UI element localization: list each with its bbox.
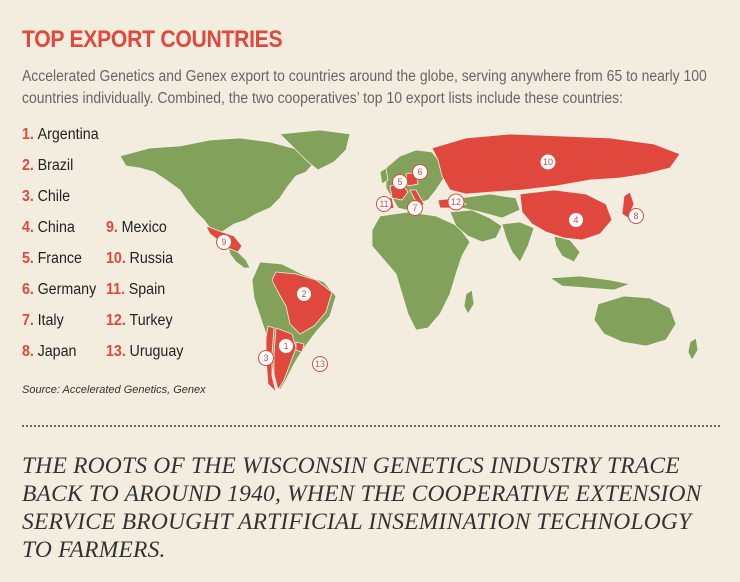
marker-argentina: 1: [278, 338, 294, 354]
svg-text:1: 1: [283, 341, 288, 351]
svg-text:8: 8: [633, 211, 638, 221]
southeast-asia: [553, 235, 581, 263]
central-america: [227, 245, 251, 269]
greenland: [279, 129, 351, 171]
indonesia: [548, 275, 632, 291]
marker-mexico: 9: [216, 234, 232, 250]
svg-text:12: 12: [451, 197, 461, 207]
marker-brazil: 2: [296, 286, 312, 302]
marker-japan: 8: [628, 208, 644, 224]
svg-text:11: 11: [379, 199, 388, 209]
list-item: 3. Chile: [22, 188, 71, 205]
australia: [593, 295, 677, 347]
marker-chile: 3: [258, 350, 274, 366]
svg-text:2: 2: [301, 289, 306, 299]
svg-text:6: 6: [417, 167, 422, 177]
marker-china: 4: [568, 212, 584, 228]
pull-quote: THE ROOTS OF THE WISCONSIN GENETICS INDU…: [22, 453, 702, 563]
list-item: 13. Uruguay: [106, 343, 184, 360]
marker-italy: 7: [407, 200, 423, 216]
page-title: TOP EXPORT COUNTRIES: [22, 26, 283, 53]
list-item: 12. Turkey: [106, 312, 173, 329]
list-item: 2. Brazil: [22, 157, 74, 174]
north-america: [119, 137, 316, 233]
list-item: 7. Italy: [22, 312, 64, 329]
marker-uruguay: 13: [312, 356, 328, 372]
svg-text:3: 3: [263, 353, 268, 363]
list-item: 11. Spain: [106, 281, 166, 298]
marker-turkey: 12: [447, 193, 465, 211]
map-markers: 1 2 3 4 5 6 7 8 9 10 11 12 13: [216, 153, 644, 372]
source-note: Source: Accelerated Genetics, Genex: [22, 384, 206, 396]
marker-russia: 10: [539, 153, 557, 171]
list-item: 1. Argentina: [22, 126, 99, 143]
list-item: 8. Japan: [22, 343, 77, 360]
new-zealand: [687, 337, 699, 361]
divider: [22, 425, 720, 427]
uruguay: [295, 341, 305, 353]
middle-east: [449, 209, 503, 243]
madagascar: [463, 289, 475, 315]
list-item: 10. Russia: [106, 250, 174, 267]
svg-text:7: 7: [412, 203, 417, 213]
list-item: 4. China: [22, 219, 75, 236]
brazil: [271, 271, 333, 335]
china: [519, 189, 613, 241]
list-item: 6. Germany: [22, 281, 97, 298]
svg-text:4: 4: [573, 215, 578, 225]
marker-france: 5: [392, 174, 408, 190]
marker-germany: 6: [412, 164, 428, 180]
svg-text:5: 5: [397, 177, 402, 187]
list-item: 5. France: [22, 250, 82, 267]
united-kingdom: [379, 167, 389, 185]
central-asia: [459, 193, 521, 219]
country-list: 1. Argentina 2. Brazil 3. Chile 4. China 5. F…: [22, 126, 242, 376]
svg-text:10: 10: [543, 157, 553, 167]
marker-spain: 11: [376, 196, 392, 212]
intro-text: Accelerated Genetics and Genex export to…: [22, 68, 707, 107]
svg-text:13: 13: [315, 359, 325, 369]
svg-text:9: 9: [221, 237, 226, 247]
india: [501, 221, 535, 263]
africa: [371, 211, 471, 331]
world-map: 1 2 3 4 5 6 7 8 9 10 11 12 13: [119, 129, 699, 394]
list-item: 9. Mexico: [106, 219, 167, 236]
